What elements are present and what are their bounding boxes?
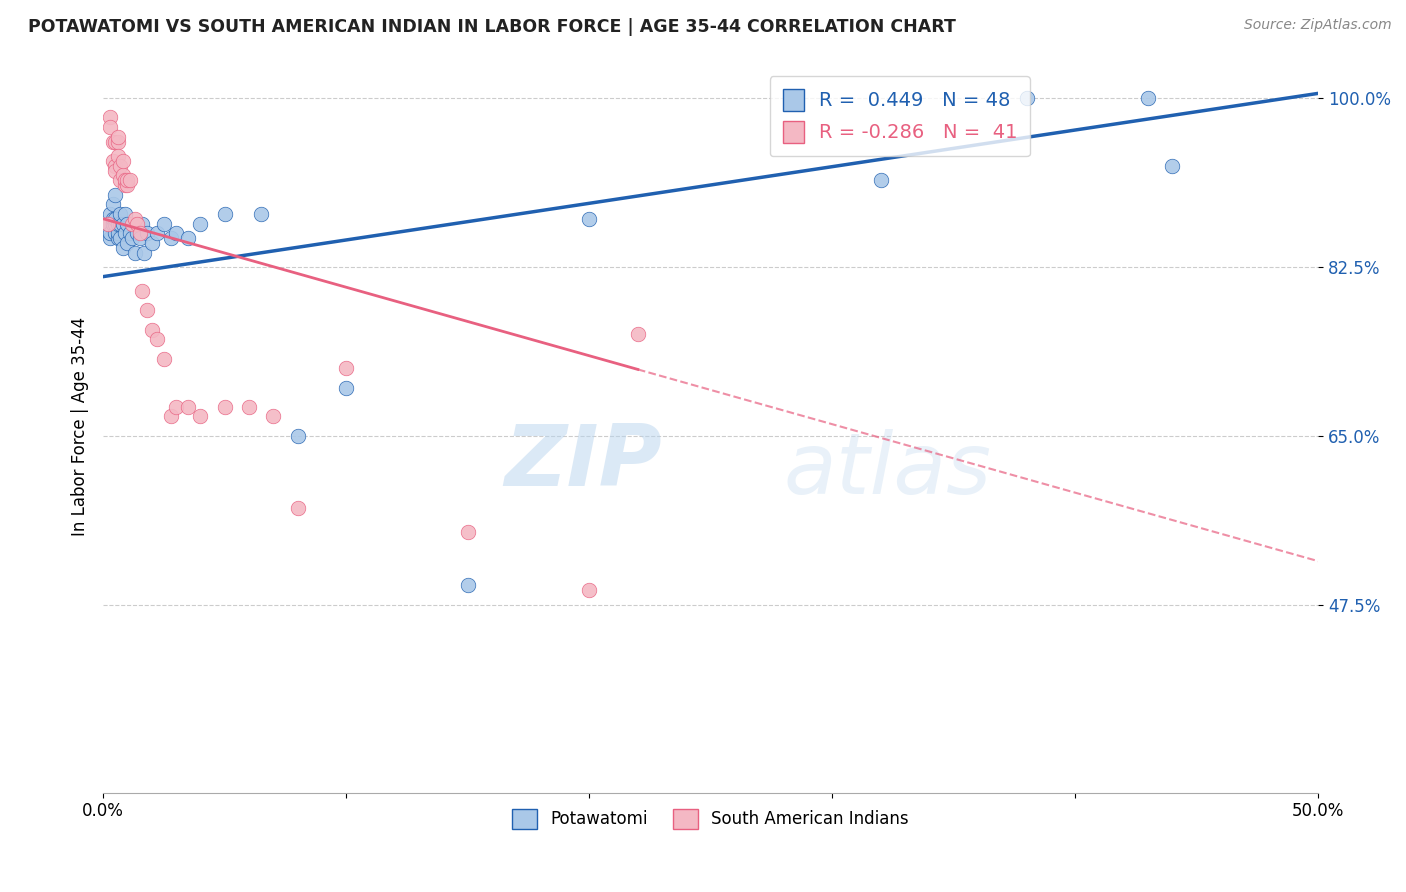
Point — [108, 231, 131, 245]
Point — [104, 163, 127, 178]
Point — [145, 226, 167, 240]
Legend: Potawatomi, South American Indians: Potawatomi, South American Indians — [506, 802, 915, 836]
Point — [107, 129, 129, 144]
Point — [578, 583, 600, 598]
Point — [101, 197, 124, 211]
Point — [97, 217, 120, 231]
Point — [457, 525, 479, 540]
Point — [141, 235, 163, 250]
Point — [165, 400, 187, 414]
Point — [101, 217, 124, 231]
Text: Source: ZipAtlas.com: Source: ZipAtlas.com — [1244, 18, 1392, 32]
Point — [100, 207, 122, 221]
Point — [128, 226, 150, 240]
Point — [250, 207, 273, 221]
Point — [108, 217, 131, 231]
Point — [335, 361, 357, 376]
Point — [627, 327, 650, 342]
Point — [188, 217, 211, 231]
Point — [101, 211, 124, 226]
Point — [131, 284, 153, 298]
Point — [104, 187, 127, 202]
Point — [100, 111, 122, 125]
Point — [214, 207, 236, 221]
Point — [335, 380, 357, 394]
Point — [104, 217, 127, 231]
Point — [101, 153, 124, 168]
Point — [141, 323, 163, 337]
Point — [100, 231, 122, 245]
Point — [165, 226, 187, 240]
Point — [107, 149, 129, 163]
Point — [127, 217, 149, 231]
Point — [124, 211, 146, 226]
Point — [287, 501, 309, 516]
Point — [578, 211, 600, 226]
Point — [134, 245, 156, 260]
Point — [104, 159, 127, 173]
Point — [1137, 91, 1160, 105]
Point — [153, 351, 176, 366]
Point — [188, 409, 211, 424]
Point — [100, 120, 122, 135]
Point — [131, 217, 153, 231]
Point — [114, 207, 136, 221]
Point — [111, 217, 134, 231]
Point — [107, 217, 129, 231]
Point — [160, 231, 183, 245]
Point — [108, 173, 131, 187]
Point — [104, 211, 127, 226]
Point — [127, 226, 149, 240]
Text: ZIP: ZIP — [505, 421, 662, 504]
Point — [121, 231, 143, 245]
Point — [104, 226, 127, 240]
Point — [262, 409, 284, 424]
Text: POTAWATOMI VS SOUTH AMERICAN INDIAN IN LABOR FORCE | AGE 35-44 CORRELATION CHART: POTAWATOMI VS SOUTH AMERICAN INDIAN IN L… — [28, 18, 956, 36]
Point — [135, 303, 157, 318]
Point — [108, 207, 131, 221]
Point — [1161, 159, 1184, 173]
Point — [128, 231, 150, 245]
Point — [117, 235, 139, 250]
Point — [287, 429, 309, 443]
Text: atlas: atlas — [783, 429, 991, 512]
Point — [177, 231, 200, 245]
Point — [108, 159, 131, 173]
Point — [107, 226, 129, 240]
Point — [124, 245, 146, 260]
Point — [214, 400, 236, 414]
Point — [114, 178, 136, 192]
Point — [160, 409, 183, 424]
Point — [97, 217, 120, 231]
Point — [114, 173, 136, 187]
Point — [457, 578, 479, 592]
Point — [177, 400, 200, 414]
Point — [104, 135, 127, 149]
Point — [118, 226, 141, 240]
Point — [111, 241, 134, 255]
Point — [121, 217, 143, 231]
Point — [238, 400, 260, 414]
Point — [114, 226, 136, 240]
Point — [118, 173, 141, 187]
Point — [100, 226, 122, 240]
Y-axis label: In Labor Force | Age 35-44: In Labor Force | Age 35-44 — [72, 317, 89, 536]
Point — [107, 231, 129, 245]
Point — [145, 332, 167, 346]
Point — [107, 135, 129, 149]
Point — [117, 173, 139, 187]
Point — [135, 226, 157, 240]
Point — [111, 169, 134, 183]
Point — [101, 135, 124, 149]
Point — [111, 153, 134, 168]
Point — [117, 178, 139, 192]
Point — [1015, 91, 1038, 105]
Point — [117, 217, 139, 231]
Point — [869, 173, 891, 187]
Point — [153, 217, 176, 231]
